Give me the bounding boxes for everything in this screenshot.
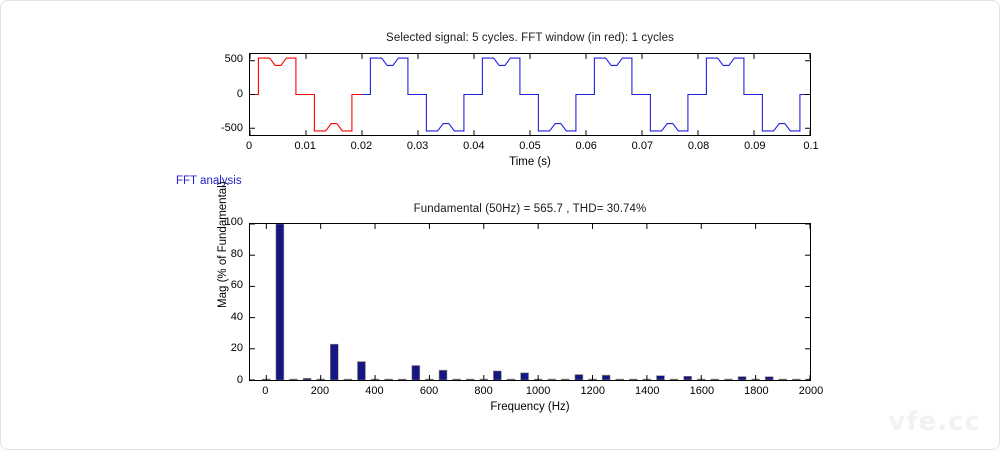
signal-x-tick: 0.02 (350, 140, 373, 152)
signal-x-tick: 0.09 (744, 140, 766, 152)
fft-x-tick: 800 (474, 385, 493, 397)
fft-bar (303, 378, 311, 380)
fft-bar (575, 375, 583, 380)
fft-bar (466, 379, 474, 380)
fft-x-axis-label: Frequency (Hz) (490, 401, 570, 413)
fft-bar (684, 376, 692, 380)
fft-x-tick: 1200 (580, 385, 605, 397)
signal-x-tick: 0.08 (687, 140, 710, 152)
fft-y-tick: 80 (230, 247, 243, 260)
fft-bar (656, 376, 664, 380)
fft-y-tick: 40 (230, 310, 243, 323)
fft-x-tick: 200 (310, 385, 330, 397)
fft-bar (385, 379, 393, 380)
fft-x-tick: 1000 (525, 385, 551, 397)
fft-bar (765, 377, 773, 380)
signal-x-tick: 0.07 (631, 140, 654, 152)
fft-bar (330, 344, 338, 380)
fft-bar (629, 379, 637, 380)
fft-bar (439, 370, 447, 380)
fft-bar (561, 379, 569, 380)
signal-plot-title: Selected signal: 5 cycles. FFT window (i… (386, 32, 674, 44)
fft-bar (357, 362, 365, 380)
fft-x-tick: 400 (365, 385, 384, 397)
fft-x-tick: 1800 (744, 385, 769, 397)
signal-x-tick: 0.1 (803, 140, 819, 152)
fft-y-tick: 60 (230, 279, 243, 292)
fft-bar (738, 377, 746, 380)
signal-plot-axes (249, 53, 811, 136)
fft-bar (344, 379, 352, 380)
fft-bar (493, 371, 501, 380)
fft-bar (616, 379, 624, 380)
fft-bar (602, 375, 610, 380)
fft-x-tick: 600 (419, 385, 439, 397)
signal-x-tick: 0.01 (294, 140, 316, 152)
signal-x-axis-label: Time (s) (509, 156, 551, 168)
fft-y-axis-label: Mag (% of Fundamental) (217, 181, 229, 308)
signal-x-tick: 0.04 (463, 140, 485, 152)
signal-y-tick: 500 (224, 52, 243, 65)
fft-plot-axes (249, 223, 811, 381)
signal-x-tick: 0.05 (519, 140, 541, 152)
fft-x-tick: 1400 (635, 385, 660, 397)
fft-analysis-label: FFT analysis (176, 175, 242, 187)
fft-bars (250, 224, 810, 380)
signal-x-tick: 0.06 (575, 140, 597, 152)
signal-waveform (250, 54, 810, 135)
fft-x-tick: 1600 (689, 385, 715, 397)
fft-bar (398, 379, 406, 380)
fft-bar (779, 379, 787, 380)
fft-y-tick: 0 (236, 374, 243, 386)
signal-x-tick: 0.03 (406, 140, 429, 152)
fft-bar (792, 379, 800, 380)
fft-bar (724, 379, 732, 380)
fft-bar (711, 379, 719, 380)
fft-bar (290, 379, 298, 380)
fft-bar (412, 365, 420, 380)
fft-x-tick: 2000 (798, 385, 824, 397)
fft-y-tick: 100 (224, 216, 243, 228)
fft-bar (670, 379, 678, 380)
fft-bar (507, 379, 515, 380)
fft-bar (521, 373, 529, 380)
signal-trace (362, 58, 810, 131)
fft-plot-title: Fundamental (50Hz) = 565.7 , THD= 30.74% (413, 203, 647, 215)
fft-y-tick: 20 (230, 342, 243, 355)
fft-bar (453, 379, 461, 380)
fft-x-tick: 0 (262, 385, 269, 397)
signal-y-tick: -500 (220, 122, 243, 135)
fft-bar (548, 379, 556, 380)
watermark: vfe.cc (888, 407, 981, 437)
fft-bar (276, 224, 284, 380)
fft-window-trace (250, 58, 362, 131)
signal-x-tick: 0 (245, 140, 253, 152)
signal-y-tick: 0 (236, 87, 243, 100)
